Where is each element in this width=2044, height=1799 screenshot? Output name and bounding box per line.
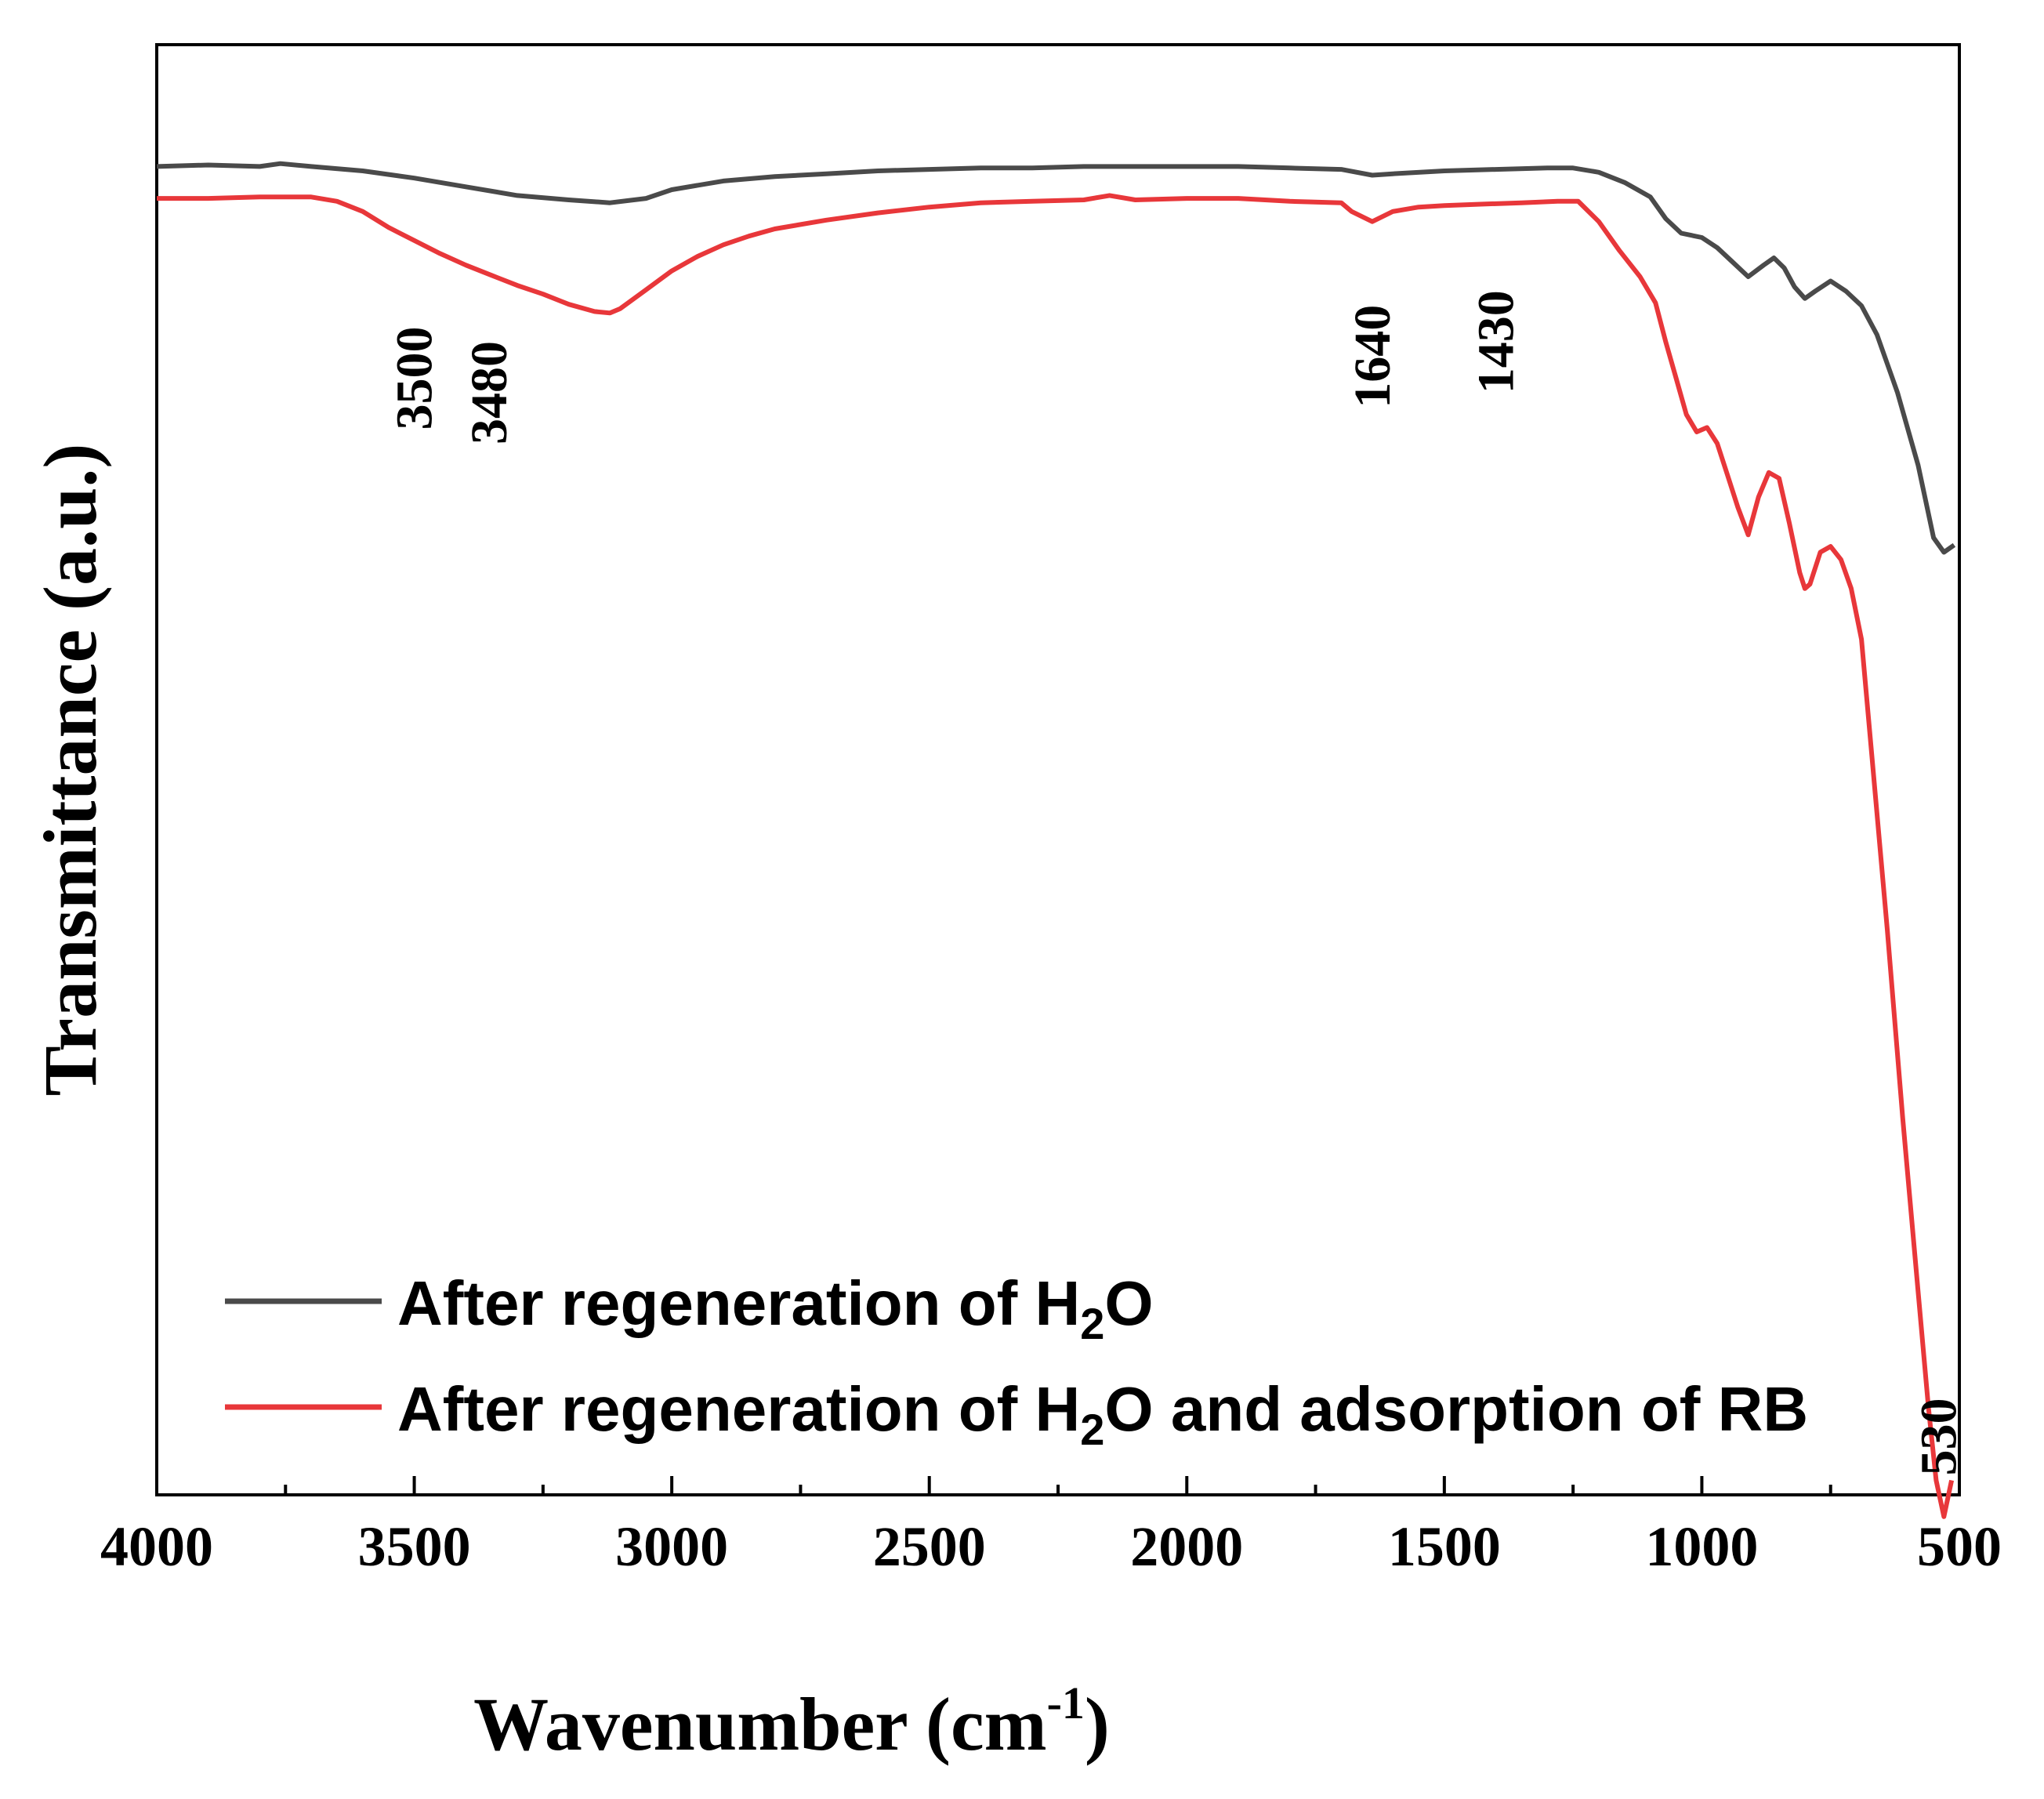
legend-label-1-part-b: O bbox=[1104, 1268, 1153, 1338]
legend: After regeneration of H2O After regenera… bbox=[225, 1268, 1808, 1454]
x-tick-label: 1500 bbox=[1388, 1515, 1501, 1578]
x-tick-label: 500 bbox=[1917, 1515, 2002, 1578]
x-axis-ticks bbox=[155, 1476, 1961, 1495]
legend-label-2-part-a: After regeneration of H bbox=[397, 1374, 1080, 1444]
peak-annotations: 3500 3480 1640 1430 530 bbox=[386, 290, 1968, 1475]
peak-label: 530 bbox=[1911, 1398, 1968, 1476]
legend-label-series-2: After regeneration of H2O and adsorption… bbox=[397, 1374, 1808, 1454]
x-tick-label: 1000 bbox=[1645, 1515, 1758, 1578]
x-axis-label-main: Wavenumber (cm bbox=[473, 1682, 1046, 1766]
x-tick-label: 2000 bbox=[1130, 1515, 1243, 1578]
y-axis-label: Transmittance (a.u.) bbox=[28, 444, 112, 1097]
peak-label: 3500 bbox=[386, 327, 444, 430]
x-axis-label-close: ) bbox=[1085, 1682, 1110, 1766]
peak-label: 1640 bbox=[1344, 305, 1401, 408]
x-tick-label: 3500 bbox=[358, 1515, 471, 1578]
peak-label: 3480 bbox=[461, 341, 518, 444]
x-axis-tick-labels: 4000 3500 3000 2500 2000 1500 1000 500 bbox=[100, 1515, 2002, 1578]
legend-label-1-sub: 2 bbox=[1080, 1299, 1104, 1348]
x-tick-label: 3000 bbox=[615, 1515, 728, 1578]
legend-label-2-sub: 2 bbox=[1080, 1405, 1104, 1454]
legend-label-2-part-b: O and adsorption of RB bbox=[1104, 1374, 1808, 1444]
spectrum-lines bbox=[156, 161, 1956, 1519]
x-axis-label: Wavenumber (cm-1) bbox=[473, 1677, 1110, 1766]
legend-label-1-part-a: After regeneration of H bbox=[397, 1268, 1080, 1338]
x-tick-label: 4000 bbox=[100, 1515, 213, 1578]
series-line-2 bbox=[157, 193, 1955, 1519]
x-axis-label-sup: -1 bbox=[1047, 1677, 1085, 1728]
series-line-1 bbox=[156, 161, 1956, 555]
peak-label: 1430 bbox=[1468, 290, 1525, 394]
x-tick-label: 2500 bbox=[873, 1515, 986, 1578]
legend-label-series-1: After regeneration of H2O bbox=[397, 1268, 1154, 1348]
